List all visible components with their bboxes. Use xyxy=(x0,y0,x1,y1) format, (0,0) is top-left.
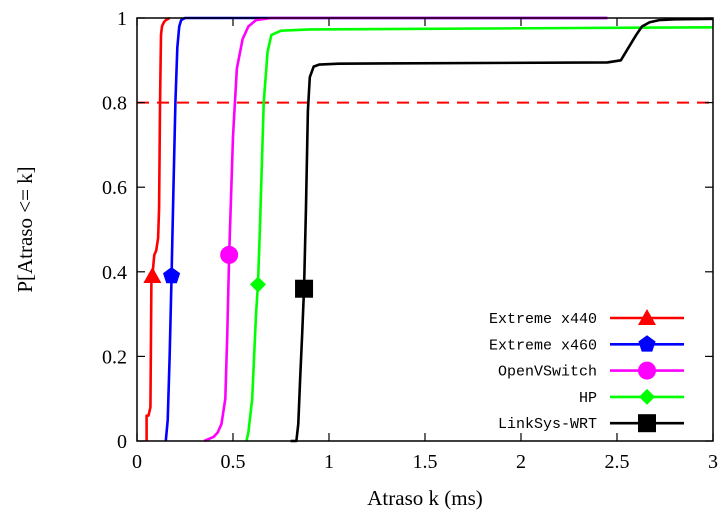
legend-label-extreme-x440: Extreme x440 xyxy=(489,311,597,328)
x-tick-label: 1.5 xyxy=(413,451,438,473)
legend-marker-extreme-x440 xyxy=(638,309,656,325)
y-tick-label: 0.2 xyxy=(102,346,127,368)
series-line-openvswitch xyxy=(203,16,608,443)
ticks-layer: 0 0.5 1 1.5 2 2.5 3 0 0.2 0.4 0.6 0.8 1 xyxy=(102,8,718,473)
x-tick-label: 0.5 xyxy=(221,451,246,473)
legend: Extreme x440 Extreme x460 OpenVSwitch HP Lin… xyxy=(489,309,684,433)
series-marker-linksys-wrt xyxy=(295,279,314,298)
series-line-extreme-x440 xyxy=(145,16,171,441)
legend-label-openvswitch: OpenVSwitch xyxy=(498,364,597,381)
legend-marker-extreme-x460 xyxy=(638,335,656,352)
series-layer xyxy=(145,16,714,443)
x-tick-label: 2 xyxy=(516,451,526,473)
legend-label-linksys-wrt: LinkSys-WRT xyxy=(498,416,597,433)
plot-frame xyxy=(136,17,714,442)
markers-layer xyxy=(143,245,314,298)
y-tick-label: 0.4 xyxy=(102,262,127,284)
x-tick-label: 1 xyxy=(324,451,334,473)
legend-label-extreme-x460: Extreme x460 xyxy=(489,337,597,354)
series-line-extreme-x460 xyxy=(164,16,608,442)
y-tick-label: 0.8 xyxy=(102,93,127,115)
x-tick-label: 3 xyxy=(708,451,718,473)
x-tick-label: 2.5 xyxy=(605,451,630,473)
y-tick-label: 0.6 xyxy=(102,177,127,199)
legend-marker-linksys-wrt xyxy=(638,414,656,433)
series-marker-extreme-x460 xyxy=(163,267,181,284)
legend-marker-openvswitch xyxy=(638,361,656,380)
series-marker-openvswitch xyxy=(220,245,239,264)
series-marker-hp xyxy=(249,276,266,293)
y-tick-label: 0 xyxy=(117,431,127,453)
series-line-linksys-wrt xyxy=(290,17,714,443)
y-tick-label: 1 xyxy=(117,8,127,30)
series-line-hp xyxy=(245,26,714,442)
legend-label-hp: HP xyxy=(579,390,597,407)
x-axis-label: Atraso k (ms) xyxy=(367,486,482,510)
x-tick-label: 0 xyxy=(132,451,142,473)
legend-marker-hp xyxy=(639,388,655,405)
y-axis-label: P[Atraso <= k] xyxy=(13,166,37,292)
series-marker-extreme-x440 xyxy=(143,267,162,284)
